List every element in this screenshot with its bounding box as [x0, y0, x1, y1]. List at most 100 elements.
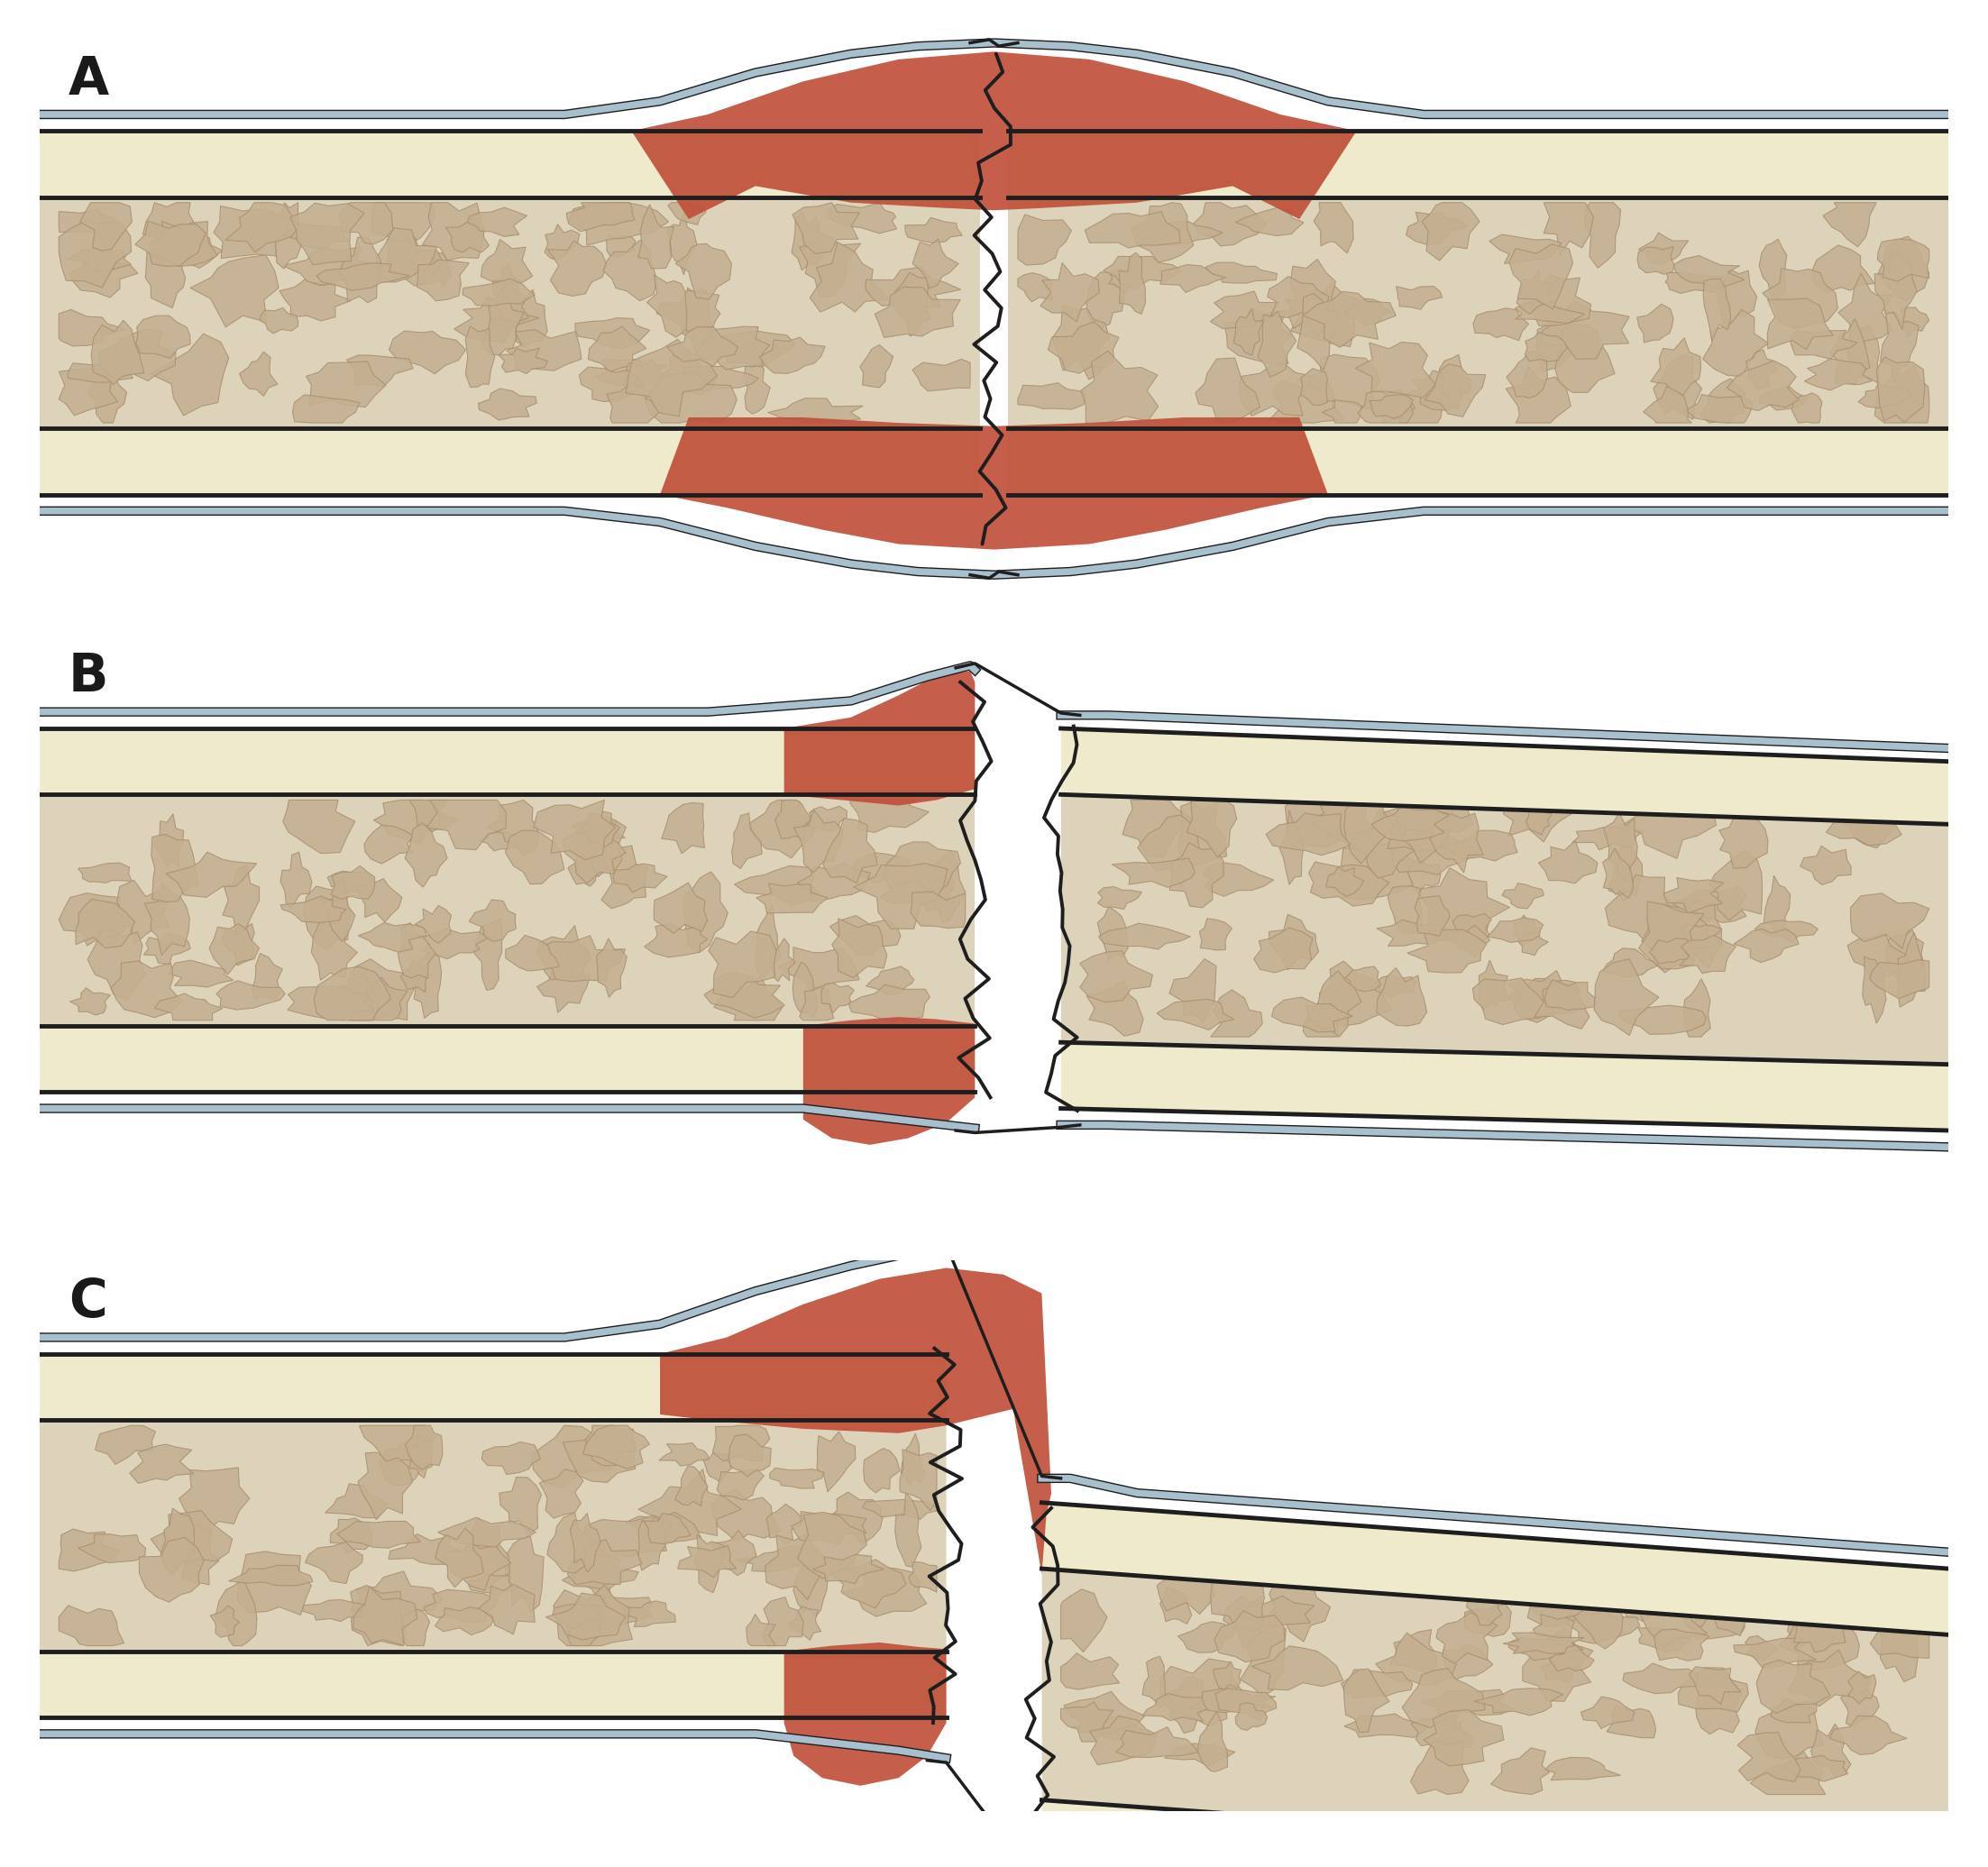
Polygon shape	[239, 351, 278, 396]
Polygon shape	[183, 1523, 219, 1585]
Polygon shape	[531, 1426, 612, 1488]
Polygon shape	[40, 1650, 946, 1718]
Polygon shape	[1622, 1663, 1698, 1693]
Polygon shape	[129, 1445, 193, 1484]
Polygon shape	[390, 330, 465, 373]
Polygon shape	[1738, 1733, 1801, 1781]
Polygon shape	[70, 258, 137, 297]
Polygon shape	[99, 329, 175, 381]
Polygon shape	[330, 1518, 372, 1553]
Polygon shape	[1759, 386, 1807, 411]
Polygon shape	[1268, 276, 1328, 317]
Polygon shape	[771, 939, 795, 982]
Polygon shape	[1503, 1632, 1584, 1654]
Polygon shape	[1545, 1757, 1620, 1781]
Polygon shape	[704, 973, 785, 1018]
Polygon shape	[694, 327, 769, 370]
Polygon shape	[1686, 394, 1753, 422]
Polygon shape	[386, 237, 443, 286]
Polygon shape	[1411, 1716, 1465, 1748]
Polygon shape	[817, 1432, 855, 1492]
Polygon shape	[746, 1615, 775, 1647]
Polygon shape	[1406, 213, 1467, 245]
Polygon shape	[1235, 1703, 1266, 1731]
Polygon shape	[660, 1268, 1052, 1574]
Polygon shape	[582, 812, 620, 848]
Polygon shape	[1439, 831, 1517, 861]
Polygon shape	[1087, 980, 1143, 1036]
Polygon shape	[505, 831, 565, 885]
Polygon shape	[1527, 808, 1553, 835]
Polygon shape	[1205, 263, 1276, 284]
Polygon shape	[60, 209, 115, 232]
Polygon shape	[1211, 291, 1278, 329]
Polygon shape	[922, 851, 966, 922]
Polygon shape	[1507, 351, 1547, 398]
Polygon shape	[1411, 1740, 1469, 1794]
Polygon shape	[799, 233, 861, 297]
Polygon shape	[1791, 330, 1857, 358]
Polygon shape	[1177, 1622, 1235, 1652]
Polygon shape	[145, 245, 185, 308]
Polygon shape	[427, 801, 507, 849]
Polygon shape	[213, 205, 290, 258]
Polygon shape	[1179, 801, 1227, 864]
Polygon shape	[1573, 827, 1644, 849]
Polygon shape	[1411, 370, 1463, 411]
Polygon shape	[582, 1426, 650, 1469]
Polygon shape	[1859, 383, 1910, 409]
Polygon shape	[511, 289, 547, 347]
Polygon shape	[1525, 332, 1567, 362]
Polygon shape	[1119, 252, 1145, 314]
Polygon shape	[461, 1518, 509, 1589]
Polygon shape	[1636, 1591, 1708, 1647]
Polygon shape	[1296, 355, 1380, 411]
Polygon shape	[1638, 246, 1674, 274]
Polygon shape	[304, 1542, 362, 1583]
Polygon shape	[632, 52, 1356, 218]
Polygon shape	[1503, 883, 1545, 909]
Polygon shape	[644, 1514, 690, 1544]
Polygon shape	[799, 988, 833, 1019]
Polygon shape	[421, 204, 483, 261]
Polygon shape	[445, 218, 489, 252]
Polygon shape	[1421, 204, 1479, 261]
Polygon shape	[60, 1606, 123, 1647]
Polygon shape	[1215, 1611, 1284, 1662]
Polygon shape	[78, 1535, 145, 1563]
Polygon shape	[1169, 1677, 1213, 1733]
Polygon shape	[1143, 1656, 1167, 1708]
Polygon shape	[1509, 978, 1578, 1014]
Polygon shape	[875, 288, 960, 338]
Polygon shape	[1358, 390, 1413, 422]
Polygon shape	[596, 358, 666, 386]
Polygon shape	[1763, 876, 1789, 935]
Polygon shape	[1533, 1615, 1574, 1645]
Polygon shape	[533, 801, 614, 859]
Polygon shape	[469, 900, 517, 941]
Polygon shape	[78, 863, 131, 883]
Polygon shape	[280, 896, 346, 922]
Polygon shape	[135, 220, 207, 267]
Polygon shape	[803, 1018, 974, 1144]
Polygon shape	[1308, 971, 1362, 1036]
Polygon shape	[1473, 308, 1529, 340]
Polygon shape	[1042, 1800, 1948, 1867]
Polygon shape	[1678, 1667, 1749, 1712]
Polygon shape	[749, 801, 817, 859]
Polygon shape	[1734, 1639, 1817, 1669]
Polygon shape	[1851, 892, 1928, 948]
Polygon shape	[710, 1490, 779, 1542]
Polygon shape	[1491, 1748, 1549, 1794]
Polygon shape	[654, 883, 708, 934]
Polygon shape	[191, 256, 278, 327]
Polygon shape	[1877, 239, 1928, 282]
Polygon shape	[1767, 299, 1833, 349]
Polygon shape	[1638, 902, 1704, 969]
Polygon shape	[153, 814, 183, 866]
Polygon shape	[417, 260, 469, 301]
Polygon shape	[151, 1510, 233, 1563]
Polygon shape	[612, 864, 668, 892]
Polygon shape	[600, 846, 648, 909]
Polygon shape	[1314, 204, 1354, 254]
